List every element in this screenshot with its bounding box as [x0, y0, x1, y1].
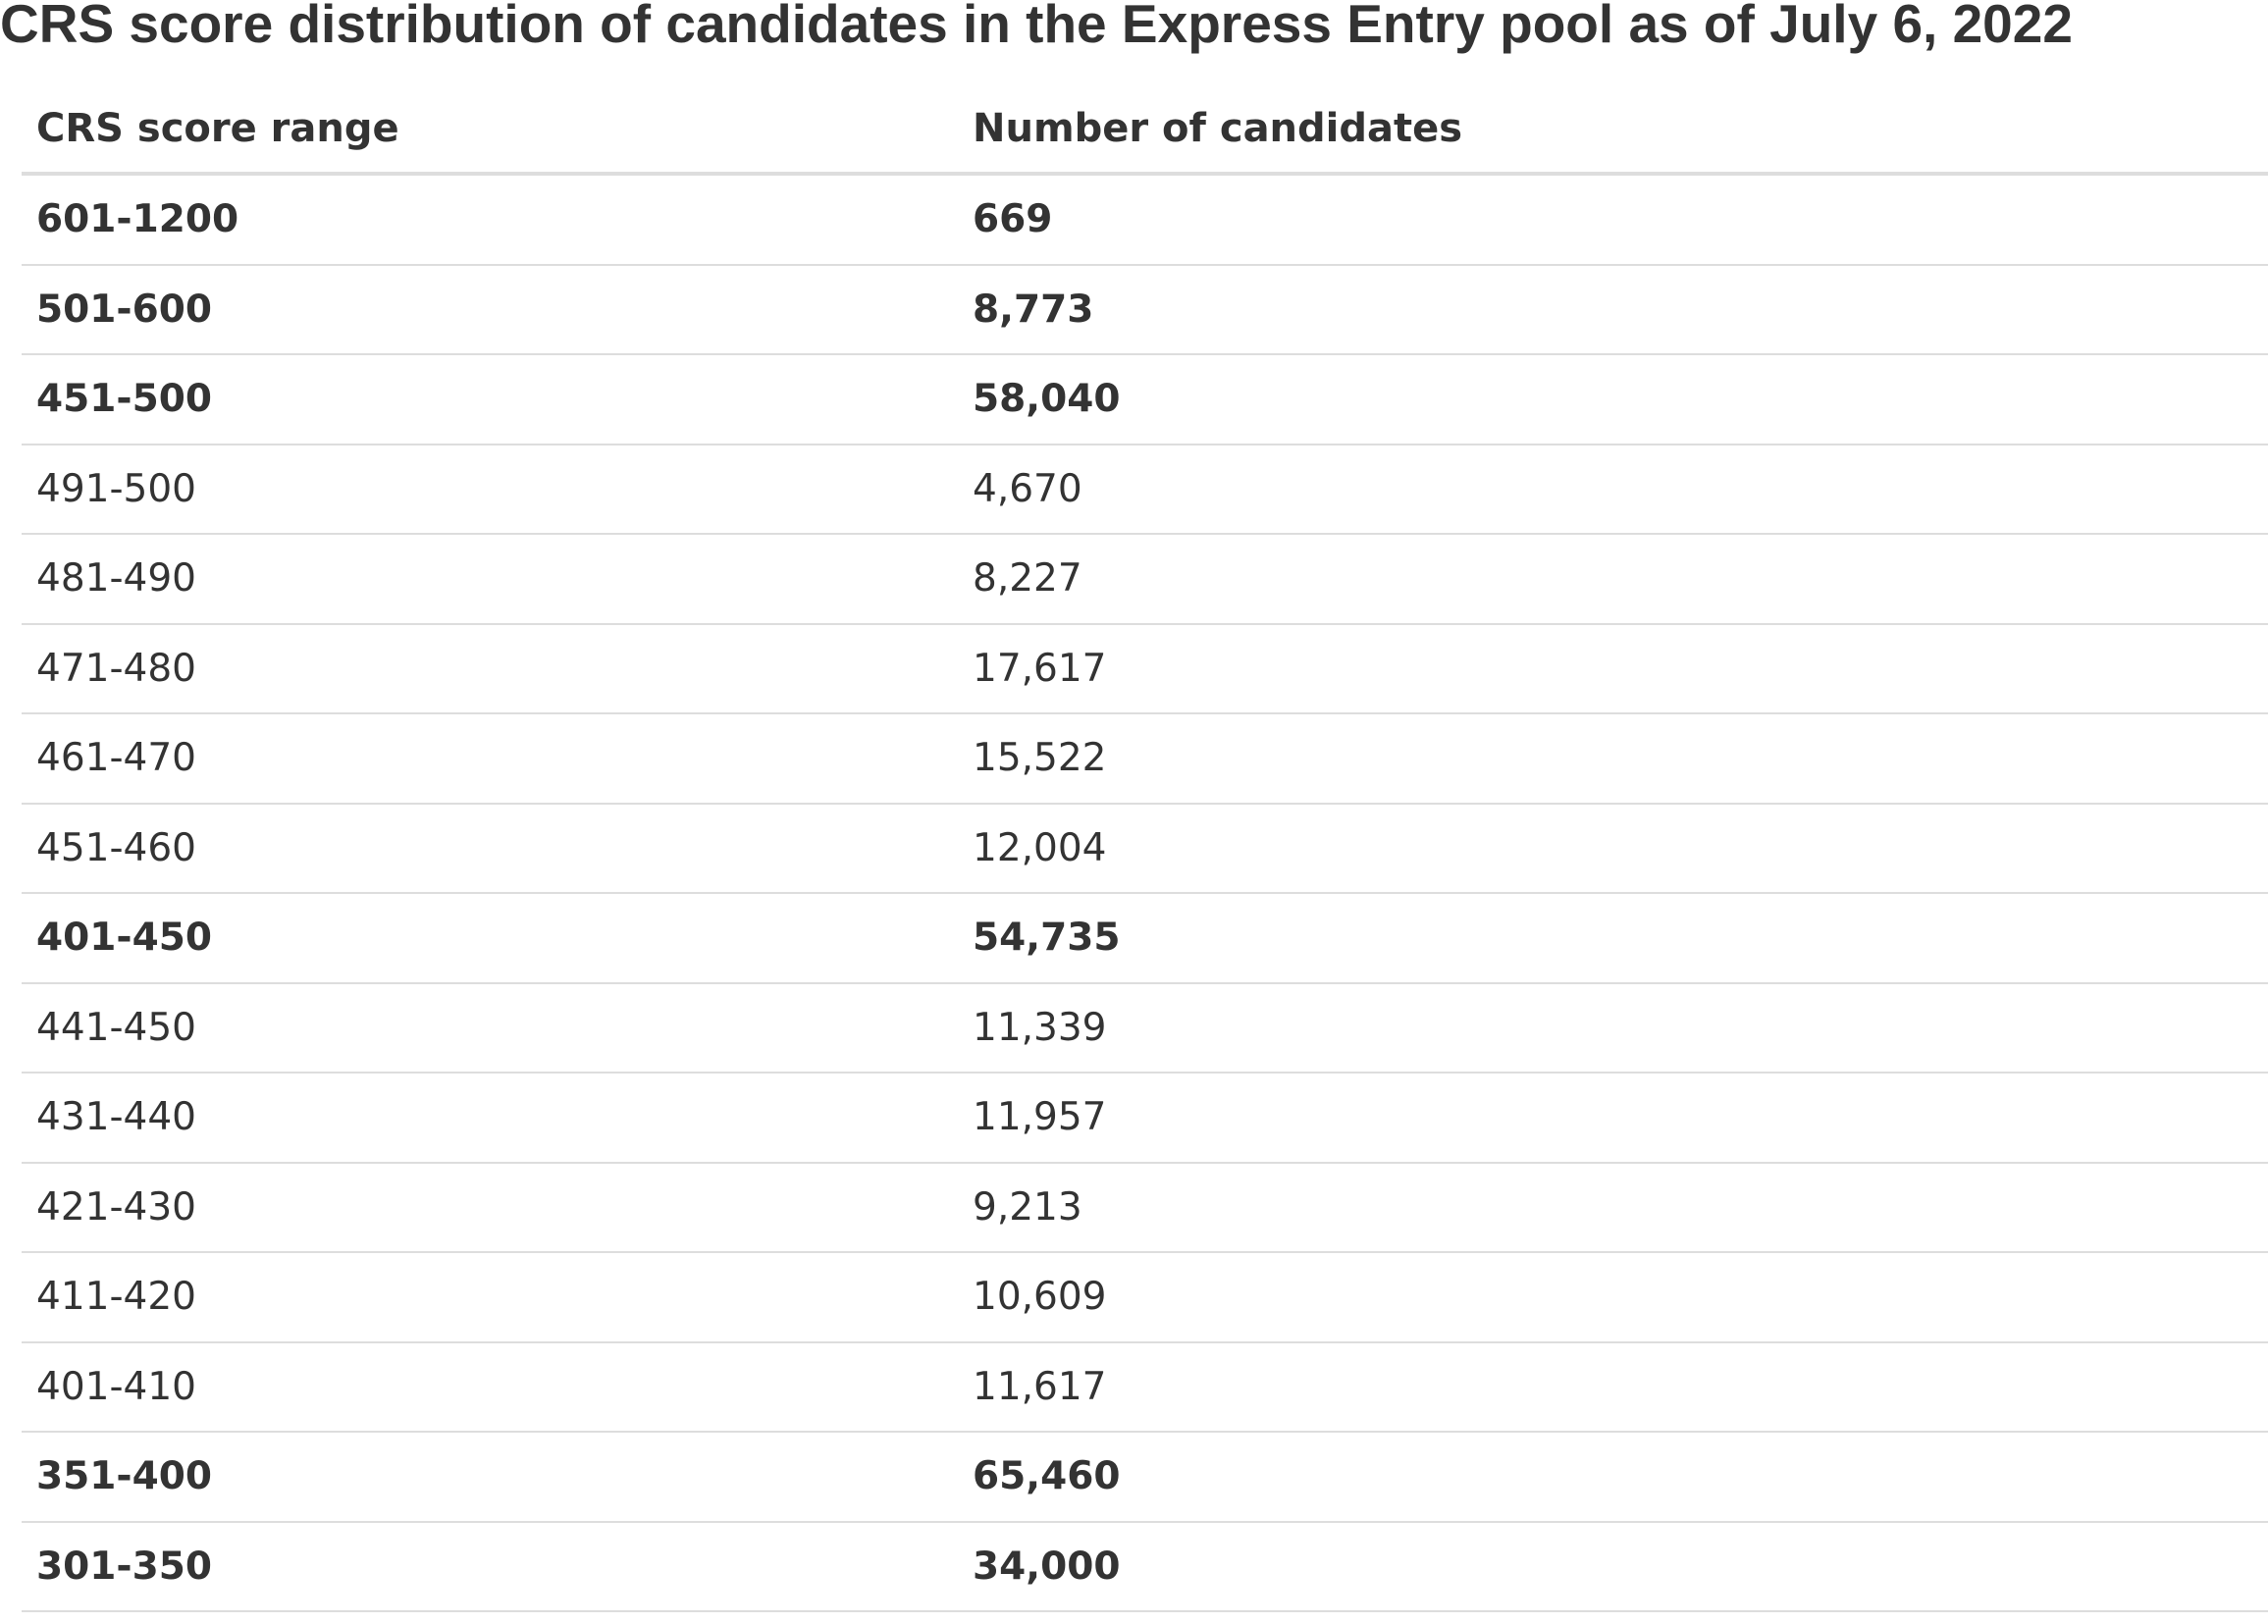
crs-score-range-cell: 421-430 — [36, 1184, 196, 1230]
number-of-candidates-cell: 11,957 — [973, 1095, 1107, 1140]
number-of-candidates-cell: 10,609 — [973, 1275, 1107, 1320]
crs-score-range-cell: 441-450 — [36, 1005, 196, 1050]
header-crs-score-range: CRS score range — [36, 106, 399, 151]
page-title: CRS score distribution of candidates in … — [0, 0, 2073, 54]
crs-score-range-cell: 351-400 — [36, 1454, 213, 1499]
table-row: 601-1200 669 — [22, 176, 2268, 266]
header-number-of-candidates: Number of candidates — [973, 106, 1463, 151]
number-of-candidates-cell: 4,670 — [973, 466, 1082, 511]
number-of-candidates-cell: 8,773 — [973, 287, 1094, 332]
table-row: 461-470 15,522 — [22, 714, 2268, 805]
table-row: 451-460 12,004 — [22, 805, 2268, 894]
table-row: 421-430 9,213 — [22, 1164, 2268, 1253]
table-row: 491-500 4,670 — [22, 445, 2268, 535]
number-of-candidates-cell: 11,617 — [973, 1364, 1107, 1409]
number-of-candidates-cell: 34,000 — [973, 1544, 1121, 1589]
table-header-row: CRS score range Number of candidates — [22, 85, 2268, 176]
table-row: 351-400 65,460 — [22, 1433, 2268, 1523]
crs-score-range-cell: 501-600 — [36, 287, 213, 332]
table-row: 471-480 17,617 — [22, 625, 2268, 714]
crs-score-range-cell: 401-410 — [36, 1364, 196, 1409]
number-of-candidates-cell: 58,040 — [973, 377, 1121, 422]
number-of-candidates-cell: 8,227 — [973, 556, 1082, 602]
number-of-candidates-cell: 12,004 — [973, 825, 1107, 870]
crs-distribution-table: CRS score range Number of candidates 601… — [22, 85, 2268, 1612]
crs-score-range-cell: 481-490 — [36, 556, 196, 602]
table-row: 411-420 10,609 — [22, 1253, 2268, 1343]
crs-score-range-cell: 461-470 — [36, 736, 196, 781]
number-of-candidates-cell: 54,735 — [973, 916, 1121, 961]
crs-score-range-cell: 601-1200 — [36, 197, 239, 242]
number-of-candidates-cell: 65,460 — [973, 1454, 1121, 1499]
table-row: 401-450 54,735 — [22, 894, 2268, 984]
crs-score-range-cell: 451-500 — [36, 377, 213, 422]
number-of-candidates-cell: 669 — [973, 197, 1053, 242]
table-row: 451-500 58,040 — [22, 355, 2268, 445]
table-row: 481-490 8,227 — [22, 535, 2268, 625]
table-row: 501-600 8,773 — [22, 266, 2268, 355]
number-of-candidates-cell: 15,522 — [973, 736, 1107, 781]
crs-score-range-cell: 491-500 — [36, 466, 196, 511]
table-row: 441-450 11,339 — [22, 984, 2268, 1074]
crs-score-range-cell: 411-420 — [36, 1275, 196, 1320]
crs-score-range-cell: 471-480 — [36, 646, 196, 691]
table-row: 401-410 11,617 — [22, 1343, 2268, 1433]
crs-score-range-cell: 301-350 — [36, 1544, 213, 1589]
number-of-candidates-cell: 11,339 — [973, 1005, 1107, 1050]
number-of-candidates-cell: 17,617 — [973, 646, 1107, 691]
table-body: 601-1200 669 501-600 8,773 451-500 58,040 491-… — [22, 176, 2268, 1612]
crs-score-range-cell: 451-460 — [36, 825, 196, 870]
crs-score-range-cell: 431-440 — [36, 1095, 196, 1140]
table-row: 431-440 11,957 — [22, 1074, 2268, 1164]
table-row: 301-350 34,000 — [22, 1523, 2268, 1612]
number-of-candidates-cell: 9,213 — [973, 1184, 1082, 1230]
crs-score-range-cell: 401-450 — [36, 916, 213, 961]
